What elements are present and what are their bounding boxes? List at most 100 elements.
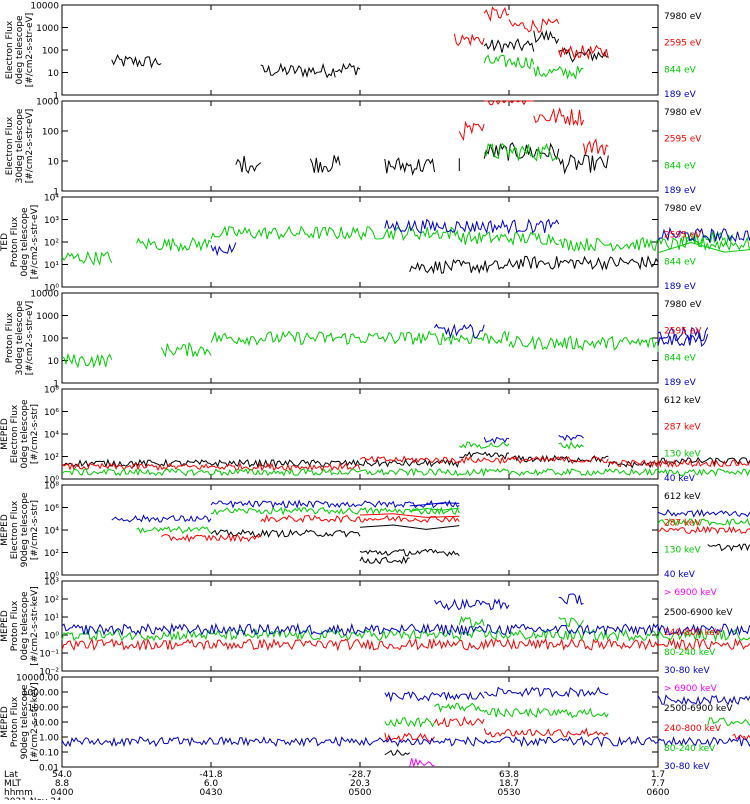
series-trace [385,220,559,233]
panel-ylabel: 90deg telescope [20,684,30,759]
legend-label: 80-240 keV [664,648,716,658]
series-trace [459,123,484,140]
series-trace [112,55,162,67]
panel-ylabel: 30deg telescope [15,108,25,183]
y-tick-label: 10³ [44,578,59,588]
y-tick-label: 10⁴ [44,431,59,441]
series-trace [559,238,750,251]
y-tick-label: 10² [44,549,59,559]
legend-label: 7980 eV [664,204,702,214]
panel-ylabel: Electron Flux [5,20,15,79]
series-trace [137,527,212,533]
panel-frame [62,101,658,191]
series-trace [360,514,459,518]
panel-ylabel: MEPED [0,706,10,738]
y-tick-label: 1000 [36,98,59,108]
legend-label: 844 eV [664,353,697,363]
panel-ylabel: MEPED [0,610,10,642]
series-trace [360,557,410,563]
y-tick-label: 10⁶ [44,504,59,514]
y-tick-label: 1000 [36,312,59,322]
series-trace [236,156,261,173]
series-trace [410,758,435,766]
y-tick-label: 10² [44,239,59,249]
legend-label: 2595 eV [664,39,702,49]
series-trace [534,109,584,126]
panel-ylabel: Electron Flux [5,116,15,175]
y-tick-label: 0.10 [39,749,59,759]
panel-ylabel: [#/cm2-s-str] [30,404,40,464]
series-trace [385,692,484,700]
y-tick-label: 100 [42,128,59,138]
legend-label: 844 eV [664,65,697,75]
y-tick-label: 10⁸ [44,482,59,492]
legend-label: 40 keV [664,570,696,580]
series-trace [559,594,584,604]
series-trace [559,435,584,440]
legend-label: 7980 eV [664,108,702,118]
series-trace [454,34,484,46]
series-trace [211,331,509,344]
y-tick-label: 10⁴ [44,194,59,204]
y-tick-label: 10⁸ [44,386,59,396]
series-trace [62,252,112,265]
legend-label: 40 keV [664,474,696,484]
panel-ylabel: [#/cm2-s-str-eV] [25,301,35,376]
panel-ylabel: MEPED [0,418,10,450]
series-trace [559,442,584,448]
legend-label: 7980 eV [664,300,702,310]
x-tick-label: 0600 [647,788,670,798]
series-trace [385,750,410,755]
series-trace [435,325,485,338]
legend-label: 189 eV [664,90,697,100]
legend-label: 189 eV [664,282,697,292]
series-trace [509,19,559,32]
series-trace [385,158,435,174]
panel-ylabel: Electron Flux [10,404,20,463]
panel-ylabel: Electron Flux [10,500,20,559]
series-trace [335,64,360,75]
panel-ylabel: 0deg telescope [20,399,30,469]
panel-ylabel: [#/cm2-s-str-keV] [30,682,40,761]
series-trace [62,624,750,635]
y-tick-label: 10² [44,453,59,463]
y-tick-label: 100 [42,47,59,57]
series-trace [385,718,435,727]
panel-ylabel: [#/cm2-s-str-eV] [30,205,40,280]
series-trace [708,544,750,551]
series-trace [484,709,608,718]
series-trace [459,232,558,245]
series-trace [310,155,340,173]
panel-ylabel: 0deg telescope [15,15,25,85]
legend-label: 2595 eV [664,135,702,145]
panel-ylabel: [#/cm2-s-str-eV] [25,109,35,184]
series-trace [484,56,534,69]
y-tick-label: 100 [42,335,59,345]
y-tick-label: 10¹ [44,261,59,271]
series-trace [435,703,485,711]
x-tick-label: 0430 [200,788,223,798]
series-trace [385,733,435,742]
series-trace [534,31,559,43]
series-trace [484,688,608,697]
series-trace [161,535,260,542]
series-trace [435,718,485,727]
legend-label: 844 eV [664,257,697,267]
y-tick-label: 10 [48,69,60,79]
y-tick-label: 10000 [30,2,59,12]
panel-ylabel: Proton Flux [10,216,20,267]
legend-label: 2595 eV [664,327,702,337]
series-trace [435,600,510,610]
legend-label: 844 eV [664,161,697,171]
series-trace [484,39,534,52]
series-trace [559,155,609,173]
y-tick-label: 10³ [44,216,59,226]
legend-label: 130 keV [664,545,701,555]
legend-label: 612 keV [664,396,701,406]
y-tick-label: 10 [48,357,60,367]
series-trace [211,227,459,240]
y-tick-label: 10000 [30,290,59,300]
series-trace [509,256,658,269]
legend-label: 30-80 keV [664,666,710,676]
panel-ylabel: 90deg telescope [20,492,30,567]
